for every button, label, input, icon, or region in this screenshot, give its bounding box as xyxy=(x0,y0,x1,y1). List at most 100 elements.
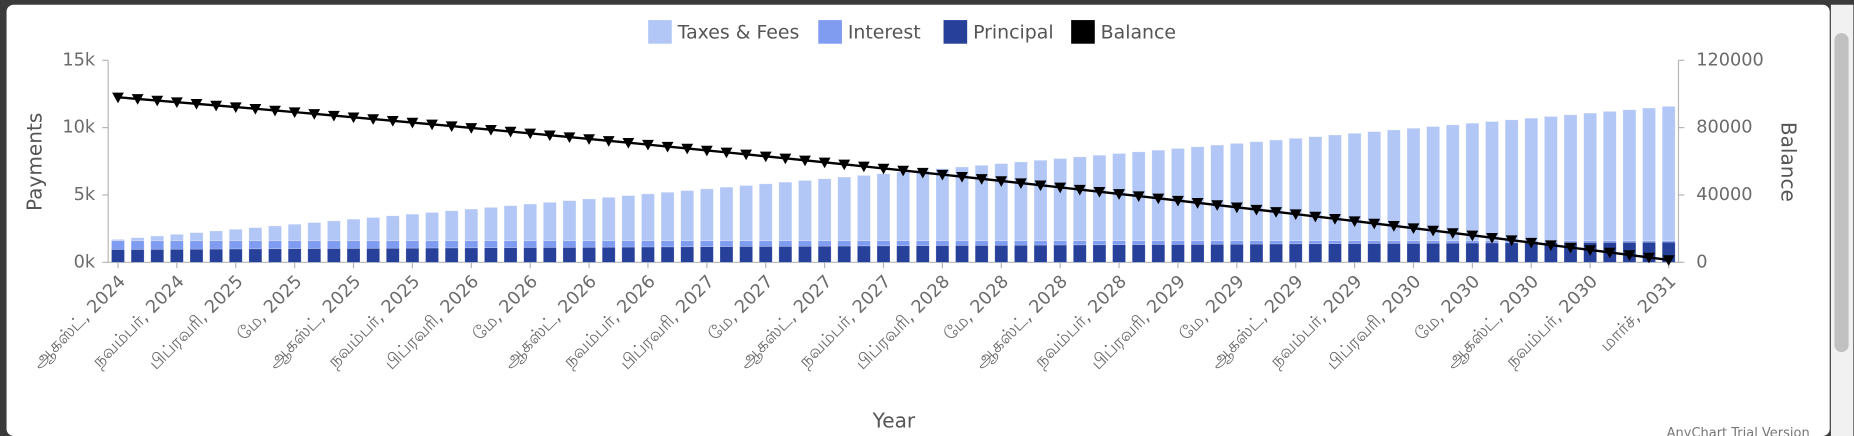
bar-segment xyxy=(876,245,891,263)
balance-marker xyxy=(1525,237,1538,249)
bar-segment xyxy=(562,247,577,263)
balance-marker xyxy=(524,128,537,140)
bar-segment xyxy=(1661,106,1676,242)
bar-segment xyxy=(1269,139,1283,242)
balance-marker xyxy=(622,137,635,149)
bar-segment xyxy=(994,240,1009,246)
y-tick-label: 15k xyxy=(62,50,96,70)
bar-segment xyxy=(386,247,400,263)
balance-marker xyxy=(1152,193,1165,205)
bar-segment xyxy=(523,240,537,248)
x-axis-title: Year xyxy=(872,408,916,432)
bar-segment xyxy=(1092,244,1107,263)
balance-marker xyxy=(1623,250,1636,261)
balance-marker xyxy=(190,99,203,110)
bar-segment xyxy=(209,240,223,250)
bar-segment xyxy=(1347,133,1362,242)
bar-segment xyxy=(1622,109,1637,242)
bar-segment xyxy=(1328,240,1342,244)
bar-segment xyxy=(1230,243,1244,263)
bar-segment xyxy=(1210,240,1224,245)
bar-segment xyxy=(562,200,577,242)
bar-segment xyxy=(621,240,636,248)
bar-segment xyxy=(1524,117,1539,242)
y-tick-label: 0k xyxy=(74,252,96,272)
balance-marker xyxy=(936,169,949,181)
bar-segment xyxy=(680,190,694,242)
bar-segment xyxy=(170,234,184,242)
bar-segment xyxy=(268,240,282,250)
bar-segment xyxy=(1367,131,1382,242)
bar-segment xyxy=(1308,240,1323,245)
balance-marker xyxy=(1270,207,1282,218)
balance-marker xyxy=(170,97,183,109)
bar-segment xyxy=(366,247,380,263)
legend-swatch xyxy=(648,20,672,44)
bar-segment xyxy=(582,198,596,242)
balance-marker xyxy=(602,136,615,147)
balance-marker xyxy=(1427,225,1440,237)
bar-segment xyxy=(660,240,675,248)
balance-marker xyxy=(877,163,890,175)
bar-segment xyxy=(503,247,518,263)
bar-segment xyxy=(1131,244,1146,263)
balance-marker xyxy=(1015,178,1027,189)
scrollbar-thumb[interactable] xyxy=(1834,33,1849,353)
balance-marker xyxy=(1211,200,1224,211)
bar-segment xyxy=(1406,127,1421,242)
bar-segment xyxy=(621,195,636,242)
bar-segment xyxy=(1190,146,1205,242)
balance-marker xyxy=(1505,235,1518,247)
bar-segment xyxy=(425,240,439,249)
bar-segment xyxy=(758,183,773,242)
balance-marker xyxy=(1289,209,1302,221)
bar-segment xyxy=(130,249,145,263)
bar-segment xyxy=(405,247,420,263)
balance-marker xyxy=(916,167,929,179)
bar-segment xyxy=(582,240,596,248)
bar-segment xyxy=(955,166,969,242)
bar-segment xyxy=(1465,122,1480,242)
balance-marker xyxy=(406,117,419,129)
bar-segment xyxy=(287,240,302,249)
bar-segment xyxy=(621,246,636,263)
bar-segment xyxy=(1210,144,1224,242)
bar-segment xyxy=(1073,156,1087,242)
bar-segment xyxy=(444,240,459,249)
bar-segment xyxy=(228,229,243,242)
bar-segment xyxy=(1288,138,1303,242)
bar-segment xyxy=(601,240,616,248)
bar-segment xyxy=(1426,242,1440,263)
watermark: AnyChart Trial Version xyxy=(1667,426,1810,436)
balance-marker xyxy=(1368,218,1381,230)
balance-marker xyxy=(681,143,694,155)
bar-segment xyxy=(974,240,989,246)
balance-marker xyxy=(1113,189,1125,200)
bar-segment xyxy=(1642,107,1656,242)
bar-segment xyxy=(327,240,341,249)
bar-segment xyxy=(1328,134,1342,242)
bar-segment xyxy=(1151,240,1166,245)
bar-segment xyxy=(1406,242,1421,263)
balance-marker xyxy=(956,171,968,183)
bar-segment xyxy=(189,248,204,263)
bar-segment xyxy=(346,218,361,242)
bar-segment xyxy=(837,240,852,247)
bar-segment xyxy=(1269,240,1283,245)
bar-segment xyxy=(857,245,871,263)
balance-marker xyxy=(367,114,380,125)
bar-segment xyxy=(209,248,223,263)
bar-segment xyxy=(1387,129,1401,242)
legend-swatch xyxy=(818,20,842,44)
bar-segment xyxy=(758,246,773,263)
bar-segment xyxy=(425,212,439,242)
bar-segment xyxy=(660,246,675,263)
bar-segment xyxy=(1230,240,1244,245)
bar-segment xyxy=(386,240,400,249)
bar-segment xyxy=(484,207,498,242)
y2-tick-label: 0 xyxy=(1696,252,1707,272)
bar-segment xyxy=(307,248,322,263)
bar-segment xyxy=(1249,243,1264,263)
bar-segment xyxy=(798,240,812,247)
y-tick-label: 5k xyxy=(74,185,96,205)
